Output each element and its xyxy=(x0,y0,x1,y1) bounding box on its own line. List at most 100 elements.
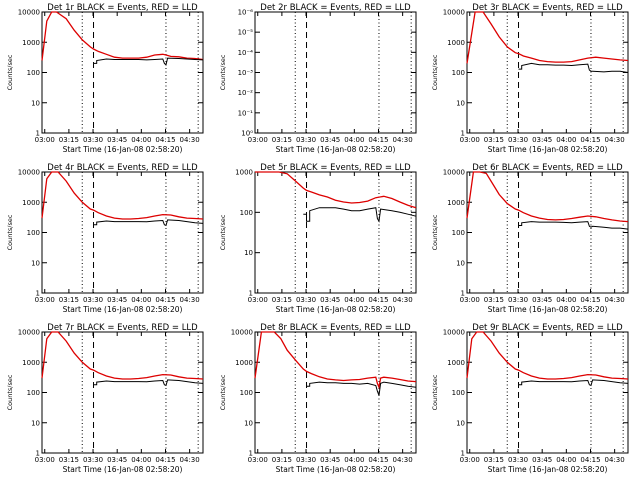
y-tick-label: 10000 xyxy=(18,329,40,337)
x-tick-label: 03:45 xyxy=(107,136,127,144)
x-tick-label: 04:00 xyxy=(556,456,576,464)
x-tick-label: 03:00 xyxy=(35,136,55,144)
x-tick-label: 04:00 xyxy=(344,296,364,304)
plot-frame xyxy=(254,11,417,134)
panel-title: Det 1r BLACK = Events, RED = LLD xyxy=(47,3,198,13)
x-tick-label: 03:30 xyxy=(508,136,528,144)
y-tick-label: 10 xyxy=(31,259,40,267)
plot-frame xyxy=(41,11,204,134)
x-axis-label: Start Time (16-Jan-08 02:58:20) xyxy=(276,145,396,154)
x-tick-label: 04:00 xyxy=(556,296,576,304)
x-tick-label: 04:00 xyxy=(131,136,151,144)
x-tick-label: 03:45 xyxy=(320,456,340,464)
y-tick-label: 10 xyxy=(456,259,465,267)
events-series-line xyxy=(93,379,204,387)
y-tick-label: 10 xyxy=(456,419,465,427)
x-tick-label: 03:00 xyxy=(248,136,268,144)
x-tick-label: 03:45 xyxy=(532,456,552,464)
lld-series-line xyxy=(41,171,204,220)
panel-title: Det 7r BLACK = Events, RED = LLD xyxy=(47,323,198,333)
x-tick-label: 03:00 xyxy=(35,456,55,464)
events-series-line xyxy=(518,62,629,73)
x-tick-label: 04:30 xyxy=(393,136,413,144)
x-tick-label: 03:15 xyxy=(272,136,292,144)
x-tick-label: 04:30 xyxy=(605,296,625,304)
y-tick-label: 10⁻¹ xyxy=(238,109,254,117)
x-tick-label: 03:15 xyxy=(272,296,292,304)
x-tick-label: 04:00 xyxy=(131,456,151,464)
y-tick-label: 1 xyxy=(249,290,253,298)
x-tick-label: 03:15 xyxy=(59,136,79,144)
panel-det-3: Det 3r BLACK = Events, RED = LLD Counts/s… xyxy=(431,3,629,154)
x-tick-label: 03:45 xyxy=(320,136,340,144)
y-tick-label: 100 xyxy=(240,209,253,217)
x-tick-label: 03:30 xyxy=(296,296,316,304)
y-tick-label: 1 xyxy=(461,290,465,298)
y-tick-label: 10000 xyxy=(443,169,465,177)
y-tick-label: 1000 xyxy=(235,169,253,177)
y-tick-label: 10000 xyxy=(18,9,40,17)
panel-det-4: Det 4r BLACK = Events, RED = LLD Counts/s… xyxy=(6,163,204,314)
x-tick-label: 03:00 xyxy=(460,296,480,304)
panel-det-8: Det 8r BLACK = Events, RED = LLD Counts/s… xyxy=(219,323,417,474)
x-tick-label: 04:15 xyxy=(580,456,600,464)
plot-frame xyxy=(41,171,204,294)
x-tick-label: 04:30 xyxy=(180,136,200,144)
y-tick-label: 10⁻³ xyxy=(238,69,254,77)
x-tick-label: 03:15 xyxy=(59,456,79,464)
y-tick-label: 10 xyxy=(456,99,465,107)
y-axis-label: Counts/sec xyxy=(431,374,439,410)
x-tick-label: 03:00 xyxy=(35,296,55,304)
lld-series-line xyxy=(466,11,629,64)
x-tick-label: 04:15 xyxy=(155,136,175,144)
y-tick-label: 1 xyxy=(249,450,253,458)
events-series-line xyxy=(93,219,204,227)
y-tick-label: 1000 xyxy=(22,199,40,207)
panel-title: Det 3r BLACK = Events, RED = LLD xyxy=(472,3,623,13)
y-axis-label: Counts/sec xyxy=(6,54,14,90)
events-series-line xyxy=(93,57,204,66)
x-tick-label: 03:30 xyxy=(508,456,528,464)
panel-det-7: Det 7r BLACK = Events, RED = LLD Counts/s… xyxy=(6,323,204,474)
x-tick-label: 03:45 xyxy=(532,136,552,144)
y-tick-label: 10⁻⁶ xyxy=(238,9,254,17)
y-tick-label: 10 xyxy=(31,99,40,107)
panel-det-1: Det 1r BLACK = Events, RED = LLD Counts/s… xyxy=(6,3,204,154)
x-tick-label: 04:30 xyxy=(605,136,625,144)
y-axis-label: Counts/sec xyxy=(431,214,439,250)
panel-title: Det 2r BLACK = Events, RED = LLD xyxy=(260,3,411,13)
x-tick-label: 04:00 xyxy=(131,296,151,304)
y-tick-label: 10000 xyxy=(443,329,465,337)
x-tick-label: 04:30 xyxy=(180,296,200,304)
x-tick-label: 03:15 xyxy=(484,296,504,304)
x-tick-label: 03:30 xyxy=(508,296,528,304)
y-tick-label: 1000 xyxy=(22,39,40,47)
lld-series-line xyxy=(255,171,417,209)
x-axis-label: Start Time (16-Jan-08 02:58:20) xyxy=(63,145,183,154)
plot-frame xyxy=(466,331,629,454)
lld-series-line xyxy=(41,331,204,380)
x-axis-label: Start Time (16-Jan-08 02:58:20) xyxy=(488,305,608,314)
x-tick-label: 03:30 xyxy=(296,136,316,144)
panel-det-2: Det 2r BLACK = Events, RED = LLD Counts/s… xyxy=(219,3,417,154)
x-tick-label: 03:00 xyxy=(248,296,268,304)
y-tick-label: 10⁰ xyxy=(241,130,253,138)
y-tick-label: 10⁻⁵ xyxy=(238,29,254,37)
plot-frame xyxy=(254,171,417,294)
panel-det-5: Det 5r BLACK = Events, RED = LLD Counts/s… xyxy=(219,163,417,314)
x-tick-label: 03:15 xyxy=(484,456,504,464)
y-tick-label: 100 xyxy=(27,389,40,397)
y-axis-label: Counts/sec xyxy=(431,54,439,90)
lld-series-line xyxy=(466,171,629,223)
x-tick-label: 03:30 xyxy=(83,296,103,304)
y-tick-label: 100 xyxy=(452,229,465,237)
events-series-line xyxy=(518,221,629,230)
x-tick-label: 04:15 xyxy=(368,136,388,144)
y-axis-label: Counts/sec xyxy=(219,374,227,410)
x-tick-label: 04:00 xyxy=(344,456,364,464)
x-tick-label: 03:00 xyxy=(248,456,268,464)
y-tick-label: 100 xyxy=(27,229,40,237)
y-tick-label: 1000 xyxy=(447,199,465,207)
events-series-line xyxy=(306,381,417,396)
